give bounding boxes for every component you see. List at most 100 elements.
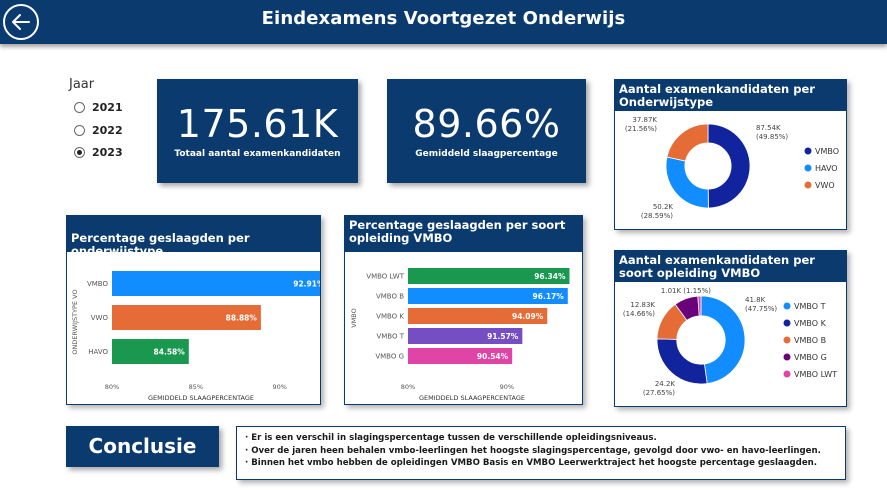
year-option-2021[interactable]: 2021 [74, 101, 123, 114]
legend-label: VMBO LWT [794, 370, 837, 379]
legend-marker [804, 164, 812, 172]
legend-label: VMBO T [794, 302, 826, 311]
legend-label: VWO [815, 181, 835, 190]
legend-label: VMBO [815, 147, 839, 156]
radio-button[interactable] [74, 125, 85, 136]
kpi-total-candidates: 175.61K Totaal aantal examenkandidaten [157, 79, 358, 183]
kpi-avg-pass-rate: 89.66% Gemiddeld slaagpercentage [387, 79, 586, 183]
slice-pct-label: (27.65%) [643, 389, 675, 397]
tick-label: 90% [272, 383, 286, 391]
slice-value-label: 87.54K [756, 124, 781, 132]
category-label: VWO [91, 314, 109, 322]
legend-marker [804, 181, 812, 189]
donut-slice [656, 338, 708, 385]
x-axis-title: GEMIDDELD SLAAGPERCENTAGE [419, 394, 525, 402]
data-label: 91.57% [487, 332, 519, 341]
y-axis-title: ONDERWIJSTYPE VO [71, 289, 79, 354]
chart-kandidaten-onderwijstype: Aantal examenkandidaten per Onderwijstyp… [614, 79, 847, 230]
donut-slice [700, 295, 746, 385]
year-option-label: 2022 [92, 124, 123, 137]
donut-slice [665, 156, 709, 209]
legend-marker [783, 370, 791, 378]
data-label: 94.09% [512, 312, 544, 321]
legend-label: VMBO G [794, 353, 827, 362]
slice-value-label: 1.01K (1.15%) [661, 287, 711, 295]
data-label: 96.34% [534, 272, 566, 281]
slice-value-label: 24.2K [655, 380, 676, 388]
conclusie-title: Conclusie [66, 426, 219, 467]
donut-slice [666, 123, 709, 162]
arrow-left-icon [12, 14, 30, 30]
category-label: VMBO G [375, 353, 404, 361]
category-label: VMBO [87, 280, 109, 288]
chart-pct-vmbo: Percentage geslaagden per soort opleidin… [344, 215, 583, 405]
chart-title: Aantal examenkandidaten per Onderwijstyp… [615, 80, 846, 111]
bar [408, 348, 513, 364]
slice-pct-label: (21.56%) [625, 125, 657, 133]
radio-button[interactable] [74, 102, 85, 113]
category-label: VMBO T [376, 333, 404, 341]
legend-marker [783, 336, 791, 344]
kpi-value: 175.61K [176, 102, 339, 146]
slice-pct-label: (49.85%) [756, 133, 788, 141]
bar [408, 268, 570, 284]
category-label: VMBO K [376, 313, 404, 321]
year-option-label: 2021 [92, 101, 123, 114]
data-label: 88.88% [226, 314, 258, 323]
legend-marker [783, 319, 791, 327]
year-filter-title: Jaar [69, 77, 95, 92]
legend-label: HAVO [815, 164, 838, 173]
chart-kandidaten-vmbo: Aantal examenkandidaten per soort opleid… [614, 250, 847, 407]
kpi-label: Gemiddeld slaagpercentage [415, 149, 558, 159]
radio-button-selected[interactable] [74, 147, 85, 158]
legend-marker [804, 147, 812, 155]
chart-pct-onderwijstype: Percentage geslaagden per onderwijstype … [66, 215, 321, 405]
data-label: 90.54% [477, 352, 509, 361]
tick-label: 80% [105, 383, 119, 391]
legend-label: VMBO B [794, 336, 826, 345]
conclusie-line: · Er is een verschil in slagingspercenta… [245, 433, 657, 443]
tick-label: 90% [500, 383, 514, 391]
bar-chart-svg: VMBO VMBO LWT 96.34% VMBO B 96.17% VMBO K 94.0… [350, 268, 570, 402]
conclusie-line: · Binnen het vmbo hebben de opleidingen … [245, 458, 818, 468]
x-axis-title: GEMIDDELD SLAAGPERCENTAGE [148, 394, 254, 402]
category-label: HAVO [88, 348, 108, 356]
data-label: 92.91% [293, 280, 320, 289]
slice-pct-label: (28.59%) [641, 212, 673, 220]
bar [112, 305, 261, 330]
chart-title: Percentage geslaagden per onderwijstype [67, 216, 320, 258]
legend-label: VMBO K [794, 319, 827, 328]
donut-chart-svg: 87.54K(49.85%) 50.2K(28.59%) 37.87K(21.56%… [625, 116, 839, 220]
year-option-2023[interactable]: 2023 [74, 146, 123, 159]
category-label: VMBO LWT [366, 273, 404, 281]
chart-title: Aantal examenkandidaten per soort opleid… [615, 251, 846, 282]
data-label: 84.58% [154, 348, 186, 357]
donut-chart-svg: 41.8K(47.75%) 24.2K(27.65%) 12.83K(14.66%)… [623, 287, 837, 397]
year-option-2022[interactable]: 2022 [74, 124, 123, 137]
conclusie-line: · Over de jaren heen behalen vmbo-leerli… [245, 445, 821, 456]
slice-value-label: 12.83K [630, 301, 655, 309]
conclusie-text-box: · Er is een verschil in slagingspercenta… [236, 426, 846, 480]
donut-slice [697, 295, 702, 317]
chart-title: Percentage geslaagden per soort opleidin… [345, 216, 582, 252]
kpi-value: 89.66% [412, 102, 561, 146]
kpi-label: Totaal aantal examenkandidaten [174, 149, 341, 159]
y-axis-title: VMBO [350, 308, 358, 328]
year-option-label: 2023 [92, 146, 123, 159]
slice-value-label: 41.8K [745, 296, 766, 304]
legend-marker [783, 353, 791, 361]
bar [408, 288, 568, 304]
bar [112, 271, 320, 296]
slice-pct-label: (14.66%) [623, 310, 655, 318]
header-bar: Eindexamens Voortgezet Onderwijs [0, 0, 887, 44]
tick-label: 80% [401, 383, 415, 391]
slice-pct-label: (47.75%) [745, 305, 777, 313]
donut-slice [707, 123, 751, 209]
bar [408, 308, 548, 324]
bar-chart-svg: ONDERWIJSTYPE VO VMBO 92.91% VWO 88.88% HAVO 8… [71, 271, 320, 402]
bar [408, 328, 523, 344]
category-label: VMBO B [376, 293, 404, 301]
tick-label: 85% [189, 383, 203, 391]
back-button[interactable] [3, 4, 39, 40]
slice-value-label: 37.87K [632, 116, 657, 124]
